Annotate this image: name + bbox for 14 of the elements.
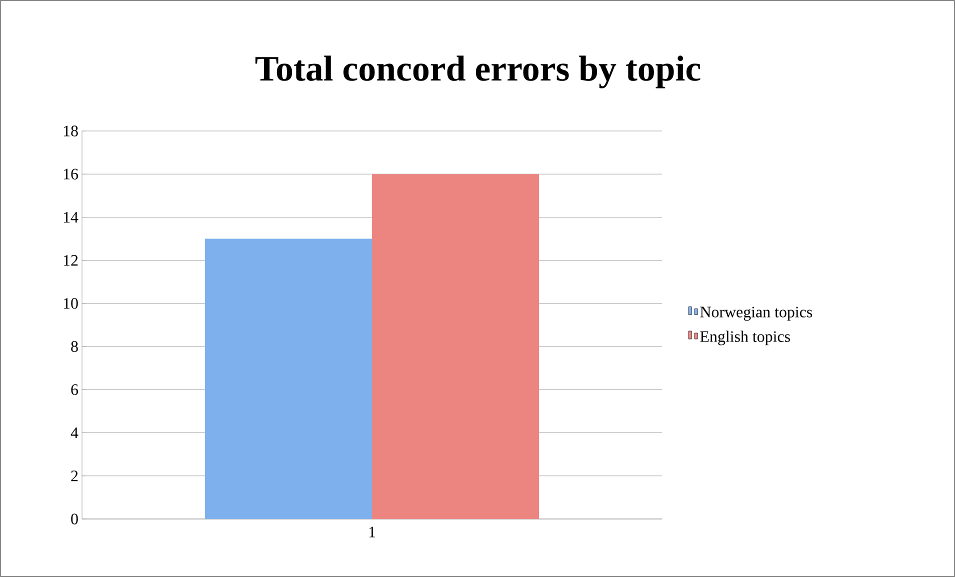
y-tick-label: 16 [64,168,78,180]
y-tick-label: 14 [64,212,78,222]
y-tick-label: 10 [64,298,78,309]
x-tick-label: 1 [369,526,376,538]
y-tick-label: 4 [70,428,78,438]
y-tick-label: 6 [71,384,78,396]
y-tick-label: 0 [71,514,78,524]
y-tick-label: 12 [64,255,78,266]
y-tick-label: 8 [71,341,78,352]
legend-label: English topics [700,330,790,346]
legend-label: Norwegian topics [700,306,812,321]
y-tick-label: 2 [71,470,78,482]
chart-title: Total concord errors by topic [255,56,700,88]
y-tick-label: 18 [64,126,78,136]
